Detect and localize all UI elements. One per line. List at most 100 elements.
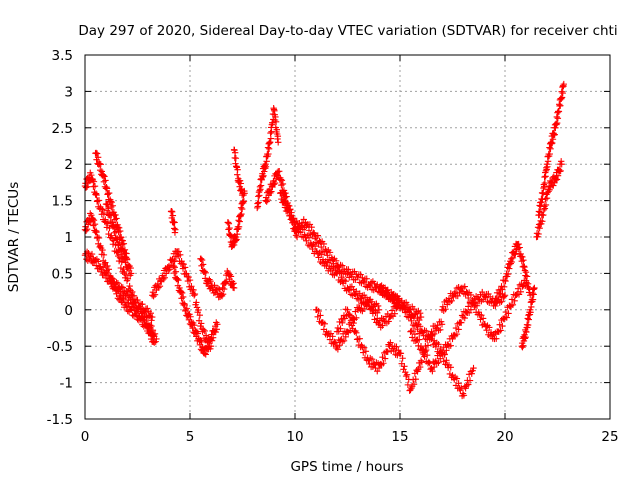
data-point	[437, 318, 445, 325]
data-point	[198, 338, 205, 346]
data-point	[550, 182, 557, 189]
data-point	[259, 173, 266, 181]
data-point	[227, 273, 235, 280]
data-point	[501, 292, 509, 299]
data-point	[90, 222, 97, 229]
data-point	[202, 269, 209, 277]
data-point	[279, 180, 287, 188]
data-point	[555, 108, 563, 115]
data-point	[174, 275, 181, 283]
data-point	[265, 145, 273, 152]
data-point	[108, 232, 115, 239]
data-point	[543, 194, 551, 202]
data-point	[350, 319, 357, 327]
data-point	[554, 172, 562, 179]
data-point	[188, 283, 195, 290]
data-point	[220, 285, 228, 293]
data-point	[181, 301, 188, 309]
data-point	[175, 276, 182, 284]
data-point	[339, 262, 346, 269]
data-point	[171, 257, 178, 264]
y-axis-label: SDTVAR / TECUs	[6, 182, 22, 292]
data-point	[205, 346, 212, 353]
data-point	[541, 183, 548, 190]
data-point	[453, 375, 461, 382]
data-point	[416, 323, 424, 330]
y-tick-label: 1.5	[52, 194, 73, 210]
data-point	[182, 306, 189, 313]
data-point	[548, 140, 555, 147]
data-point	[149, 332, 156, 340]
data-point	[165, 267, 172, 274]
data-point	[558, 94, 566, 101]
y-tick-label: -1.5	[47, 412, 73, 428]
data-point	[416, 309, 424, 317]
data-point	[94, 154, 102, 161]
data-point	[127, 264, 134, 272]
data-point	[235, 217, 242, 224]
data-point	[401, 363, 408, 370]
data-point	[329, 333, 336, 340]
data-point	[198, 256, 206, 264]
data-point	[82, 227, 90, 234]
x-tick-label: 10	[286, 429, 303, 445]
data-point	[201, 327, 208, 335]
data-point	[308, 223, 315, 231]
data-point	[372, 309, 379, 316]
axes: 0 5 10 15 20 25 -1.5 -1 -0.5 0 0.5 1 1.5 2 2.5 3 3.5	[47, 48, 619, 445]
data-points	[81, 80, 567, 400]
data-point	[238, 210, 245, 218]
data-point	[124, 288, 131, 295]
data-point	[422, 347, 429, 355]
data-point	[468, 370, 475, 377]
data-point	[530, 291, 537, 298]
data-point	[380, 284, 387, 291]
data-point	[546, 186, 553, 193]
data-point	[92, 149, 100, 157]
data-point	[472, 299, 479, 306]
data-point	[524, 315, 531, 322]
data-point	[461, 283, 468, 290]
data-point	[194, 330, 202, 337]
data-point	[332, 257, 340, 264]
data-point	[482, 294, 489, 301]
data-point	[219, 284, 226, 291]
y-tick-label: -1	[60, 376, 73, 392]
data-point	[104, 262, 111, 270]
data-point	[292, 224, 300, 231]
data-point	[177, 288, 185, 296]
data-point	[267, 135, 275, 142]
data-point	[546, 150, 553, 158]
data-point	[321, 320, 328, 328]
data-point	[560, 80, 567, 88]
data-point	[295, 228, 302, 235]
data-point	[212, 328, 219, 336]
data-point	[168, 208, 176, 216]
data-point	[451, 288, 459, 296]
data-point	[93, 191, 100, 199]
data-point	[201, 350, 208, 357]
data-point	[96, 243, 103, 251]
data-point	[497, 327, 504, 334]
data-point	[166, 266, 173, 273]
data-point	[270, 181, 278, 188]
data-point	[274, 132, 282, 140]
data-point	[257, 186, 264, 193]
data-point	[379, 322, 386, 329]
data-point	[314, 232, 321, 239]
data-point	[105, 205, 112, 212]
data-point	[103, 185, 111, 192]
x-tick-label: 25	[601, 429, 618, 445]
data-point	[460, 392, 468, 399]
data-point	[102, 270, 109, 277]
data-point	[360, 279, 368, 286]
data-point	[198, 320, 205, 327]
data-point	[93, 262, 100, 269]
data-point	[458, 319, 465, 326]
y-tick-label: 3	[64, 84, 73, 100]
data-point	[108, 274, 115, 282]
chart-title: Day 297 of 2020, Sidereal Day-to-day VTE…	[78, 23, 617, 39]
data-point	[226, 224, 233, 232]
data-point	[262, 163, 270, 170]
data-point	[206, 342, 213, 350]
